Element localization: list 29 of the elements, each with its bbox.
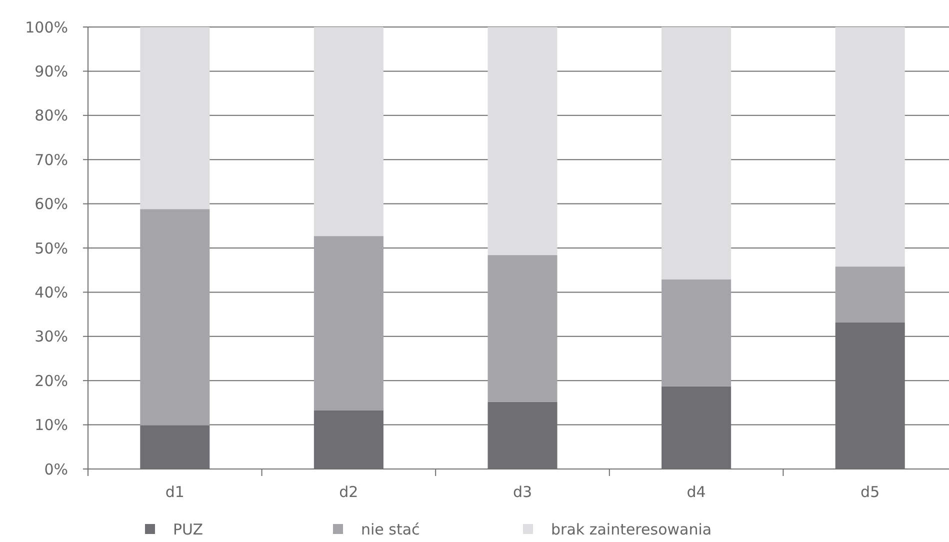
bar	[314, 27, 384, 236]
y-tick-label: 40%	[34, 283, 68, 302]
y-tick-label: 50%	[34, 239, 68, 258]
y-tick-label: 100%	[25, 18, 68, 36]
bar	[835, 266, 905, 322]
bar	[140, 209, 210, 426]
bar	[488, 255, 558, 402]
x-tick-label: d4	[686, 483, 706, 501]
bar	[314, 236, 384, 410]
bar	[835, 27, 905, 267]
y-tick-label: 60%	[34, 195, 68, 214]
y-tick-label: 20%	[34, 372, 68, 390]
bar	[662, 279, 732, 386]
y-tick-label: 10%	[34, 416, 68, 434]
bar	[140, 27, 210, 210]
bar	[488, 27, 558, 256]
legend-label: nie stać	[361, 520, 420, 538]
y-tick-label: 0%	[44, 460, 68, 478]
y-tick-label: 70%	[34, 150, 68, 169]
legend-label: PUZ	[173, 520, 204, 538]
bar	[662, 27, 732, 280]
x-tick-label: d3	[512, 483, 532, 501]
y-tick-label: 80%	[34, 106, 68, 125]
legend-label: brak zainteresowania	[551, 520, 712, 538]
x-tick-label: d5	[860, 483, 880, 501]
y-tick-label: 90%	[34, 62, 68, 80]
x-tick-label: d1	[165, 483, 184, 501]
x-tick-label: d2	[339, 483, 358, 501]
y-tick-label: 30%	[34, 328, 68, 346]
